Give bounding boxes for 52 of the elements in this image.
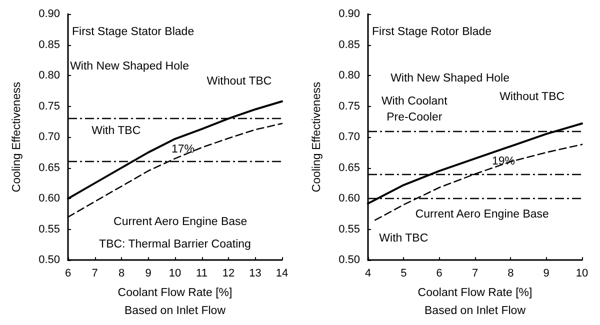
y-tick-label: 0.60 [338, 192, 360, 205]
y-tick-label: 0.85 [38, 38, 60, 51]
y-tick-label: 0.75 [338, 100, 360, 112]
y-tick-label: 0.90 [338, 8, 360, 20]
annotation: With Coolant Pre-Cooler [381, 95, 448, 124]
x-tick-label: 9 [145, 268, 152, 280]
y-tick-label: 0.80 [338, 70, 360, 82]
y-tick-label: 0.50 [338, 254, 360, 266]
y-tick-label: 0.75 [38, 100, 60, 112]
text: First Stage Stator Blade [72, 26, 194, 38]
annotation: With TBC [92, 124, 141, 137]
y-tick-label: 0.50 [38, 254, 60, 266]
annotation: Current Aero Engine Base [114, 216, 248, 228]
y-tick-label: 0.70 [38, 131, 60, 144]
x-axis-title: Coolant Flow Rate [%] Based on Inlet Flow [118, 287, 232, 317]
annotation: 19% [492, 156, 516, 168]
x-tick-label: 11 [196, 268, 208, 280]
annotation: With New Shaped Hole [70, 60, 189, 72]
y-axis-title: Cooling Effectiveness [11, 82, 23, 192]
x-tick-label: 12 [222, 268, 235, 280]
y-tick-label: 0.55 [38, 223, 60, 236]
x-tick-label: 5 [400, 268, 407, 280]
y-tick-label: 0.90 [38, 8, 60, 20]
annotation: TBC: Thermal Barrier Coating [99, 238, 251, 251]
x-tick-label: 6 [64, 268, 72, 280]
x-tick-label: 10 [576, 268, 588, 280]
x-tick-label: 10 [168, 268, 182, 280]
annotation: With New Shaped Hole [390, 72, 510, 85]
annotation: Without TBC [500, 91, 565, 104]
x-tick-label: 7 [472, 268, 478, 280]
text: First Stage Rotor Blade [372, 26, 492, 38]
x-axis-title: Coolant Flow Rate [%] Based on Inlet Flow [418, 287, 532, 317]
annotation: With TBC [379, 232, 428, 245]
x-tick-label: 14 [276, 268, 288, 280]
y-tick-label: 0.55 [338, 223, 360, 236]
y-tick-label: 0.65 [338, 162, 360, 174]
x-tick-label: 9 [543, 268, 550, 280]
annotation: Current Aero Engine Base [415, 208, 549, 221]
y-tick-label: 0.70 [338, 131, 360, 144]
x-tick-label: 8 [508, 268, 514, 280]
y-tick-label: 0.65 [38, 162, 60, 174]
x-tick-label: 13 [249, 268, 262, 280]
x-tick-label: 4 [364, 268, 372, 280]
y-axis-title: Cooling Effectiveness [311, 82, 323, 192]
y-tick-label: 0.85 [338, 38, 360, 51]
y-tick-label: 0.80 [38, 70, 60, 82]
annotation: 17% [172, 143, 195, 156]
x-tick-label: 7 [92, 268, 98, 280]
x-tick-label: 6 [436, 268, 442, 280]
annotation: Without TBC [206, 76, 272, 88]
y-tick-label: 0.60 [38, 192, 60, 205]
x-tick-label: 8 [118, 268, 125, 280]
